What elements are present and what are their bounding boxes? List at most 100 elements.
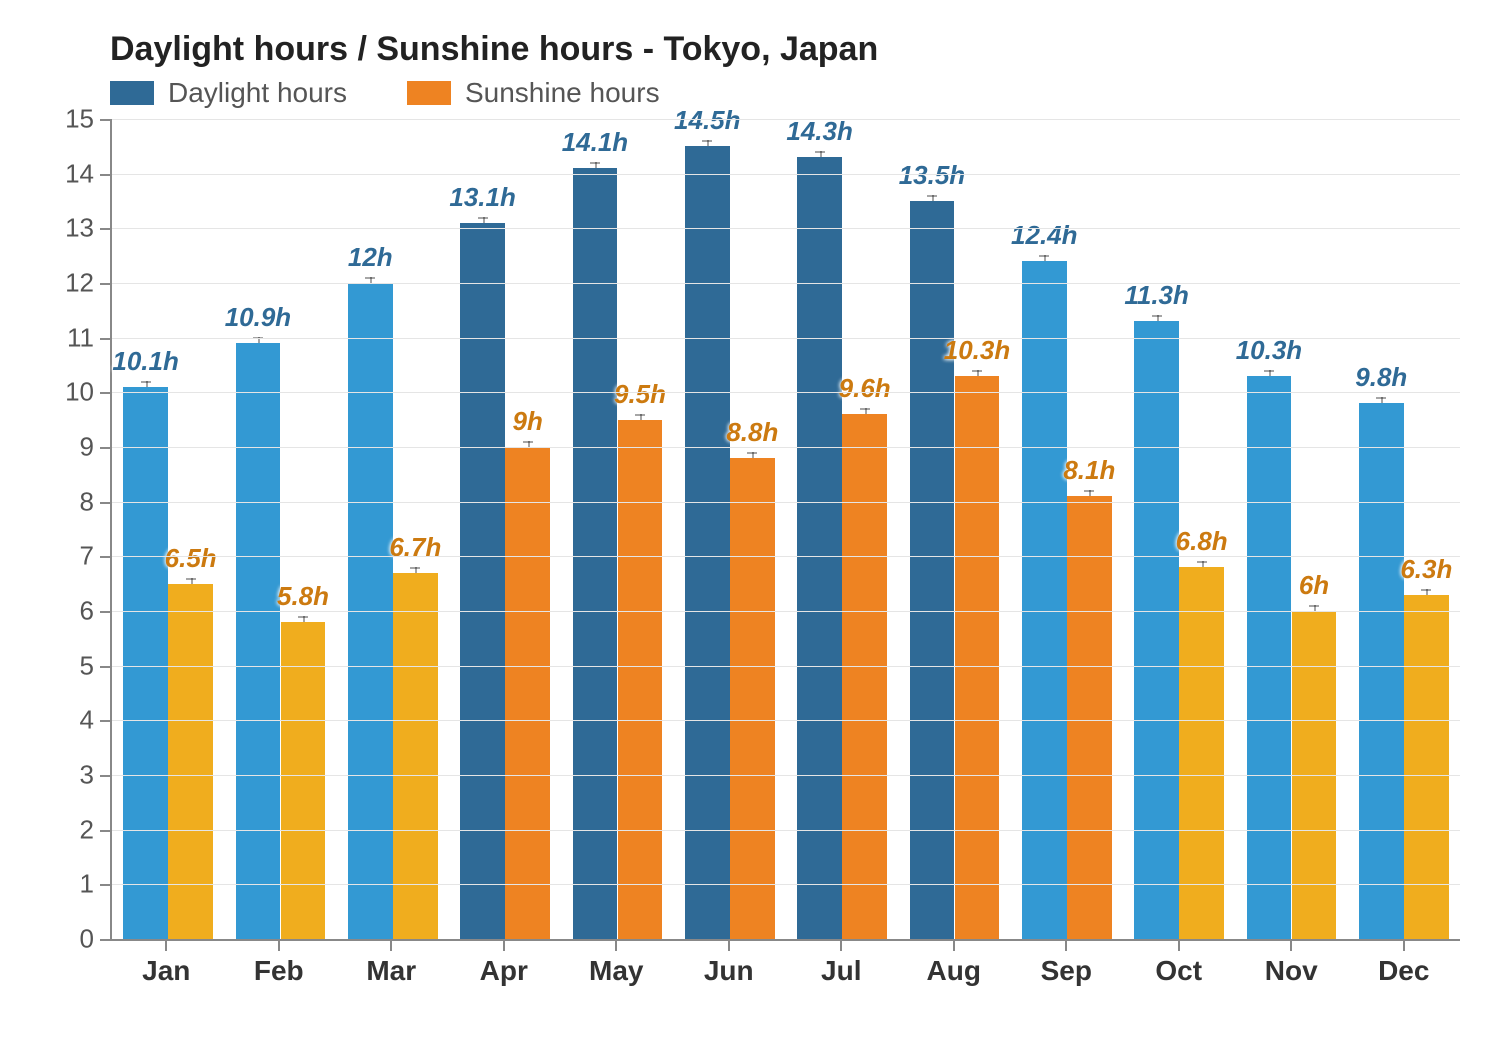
bar-value-label: 9.5h (614, 379, 666, 410)
x-axis-label: Mar (366, 955, 416, 987)
y-tick (100, 502, 110, 504)
y-tick (100, 338, 110, 340)
bar-value-label: 14.1h (562, 127, 629, 158)
y-tick (100, 119, 110, 121)
daylight-bar: 13.5h (910, 201, 955, 939)
sunshine-bar: 6.8h (1179, 567, 1224, 939)
bar-value-label: 13.1h (449, 182, 516, 213)
bar-group: 11.3h6.8h (1134, 119, 1224, 939)
x-axis-label: Apr (480, 955, 528, 987)
x-axis-label: Nov (1265, 955, 1318, 987)
daylight-bar: 10.9h (236, 343, 281, 939)
bar-group: 14.5h8.8h (685, 119, 775, 939)
bar-value-label: 14.3h (786, 116, 853, 147)
bar-group: 13.5h10.3h (910, 119, 1000, 939)
x-tick (728, 941, 730, 951)
y-axis-label: 10 (65, 377, 94, 408)
y-tick (100, 611, 110, 613)
daylight-bar: 10.3h (1247, 376, 1292, 939)
y-axis-label: 12 (65, 268, 94, 299)
daylight-bar: 14.3h (797, 157, 842, 939)
legend-swatch-sunshine (407, 81, 451, 105)
daylight-bar: 14.5h (685, 146, 730, 939)
bars-layer: 10.1h6.5h10.9h5.8h12h6.7h13.1h9h14.1h9.5… (112, 119, 1460, 939)
x-tick (1403, 941, 1405, 951)
bar-group: 9.8h6.3h (1359, 119, 1449, 939)
gridline (112, 830, 1460, 831)
y-axis-label: 3 (80, 760, 94, 791)
bar-group: 14.3h9.6h (797, 119, 887, 939)
y-axis-label: 13 (65, 213, 94, 244)
y-axis-label: 14 (65, 158, 94, 189)
sunshine-bar: 8.8h (730, 458, 775, 939)
gridline (112, 556, 1460, 557)
gridline (112, 392, 1460, 393)
x-tick (278, 941, 280, 951)
y-tick (100, 447, 110, 449)
x-axis-labels: JanFebMarAprMayJunJulAugSepOctNovDec (110, 941, 1460, 981)
bar-group: 12.4h8.1h (1022, 119, 1112, 939)
x-axis-label: Dec (1378, 955, 1429, 987)
x-tick (503, 941, 505, 951)
bar-value-label: 9.6h (839, 373, 891, 404)
bar-value-label: 5.8h (277, 581, 329, 612)
gridline (112, 119, 1460, 120)
bar-value-label: 6.3h (1400, 554, 1452, 585)
x-axis-label: Feb (254, 955, 304, 987)
x-tick (615, 941, 617, 951)
chart-title: Daylight hours / Sunshine hours - Tokyo,… (110, 30, 1470, 69)
y-tick (100, 283, 110, 285)
gridline (112, 447, 1460, 448)
legend: Daylight hours Sunshine hours (110, 77, 1470, 109)
bar-value-label: 6.7h (389, 532, 441, 563)
sunshine-bar: 9h (505, 447, 550, 939)
legend-label-daylight: Daylight hours (168, 77, 347, 109)
y-axis-label: 8 (80, 486, 94, 517)
x-axis-label: Sep (1041, 955, 1092, 987)
y-tick (100, 392, 110, 394)
gridline (112, 338, 1460, 339)
sunshine-bar: 9.5h (618, 420, 663, 939)
y-axis-label: 5 (80, 650, 94, 681)
bar-value-label: 6.5h (165, 543, 217, 574)
bar-value-label: 12h (348, 242, 393, 273)
sunshine-bar: 9.6h (842, 414, 887, 939)
x-axis-label: Jan (142, 955, 190, 987)
x-tick (165, 941, 167, 951)
y-tick (100, 666, 110, 668)
bar-value-label: 11.3h (1124, 280, 1189, 311)
y-tick (100, 884, 110, 886)
bar-value-label: 8.8h (726, 417, 778, 448)
x-tick (1178, 941, 1180, 951)
x-tick (840, 941, 842, 951)
x-axis-label: Aug (927, 955, 981, 987)
legend-swatch-daylight (110, 81, 154, 105)
sunshine-bar: 5.8h (281, 622, 326, 939)
daylight-bar: 11.3h (1134, 321, 1179, 939)
legend-label-sunshine: Sunshine hours (465, 77, 660, 109)
gridline (112, 174, 1460, 175)
gridline (112, 502, 1460, 503)
y-axis-label: 7 (80, 541, 94, 572)
x-axis-label: May (589, 955, 643, 987)
y-axis-label: 15 (65, 104, 94, 135)
sunshine-bar: 10.3h (955, 376, 1000, 939)
bar-value-label: 10.3h (1236, 335, 1303, 366)
y-axis-label: 1 (80, 869, 94, 900)
bar-value-label: 10.1h (112, 346, 179, 377)
gridline (112, 228, 1460, 229)
bar-value-label: 14.5h (674, 105, 741, 136)
bar-value-label: 9.8h (1355, 362, 1407, 393)
bar-group: 13.1h9h (460, 119, 550, 939)
chart-container: Daylight hours / Sunshine hours - Tokyo,… (0, 0, 1500, 1050)
x-tick (1290, 941, 1292, 951)
gridline (112, 283, 1460, 284)
bar-value-label: 13.5h (899, 160, 966, 191)
x-tick (953, 941, 955, 951)
x-axis-label: Jun (704, 955, 754, 987)
y-axis-label: 4 (80, 705, 94, 736)
gridline (112, 884, 1460, 885)
daylight-bar: 9.8h (1359, 403, 1404, 939)
y-tick (100, 939, 110, 941)
daylight-bar: 10.1h (123, 387, 168, 939)
